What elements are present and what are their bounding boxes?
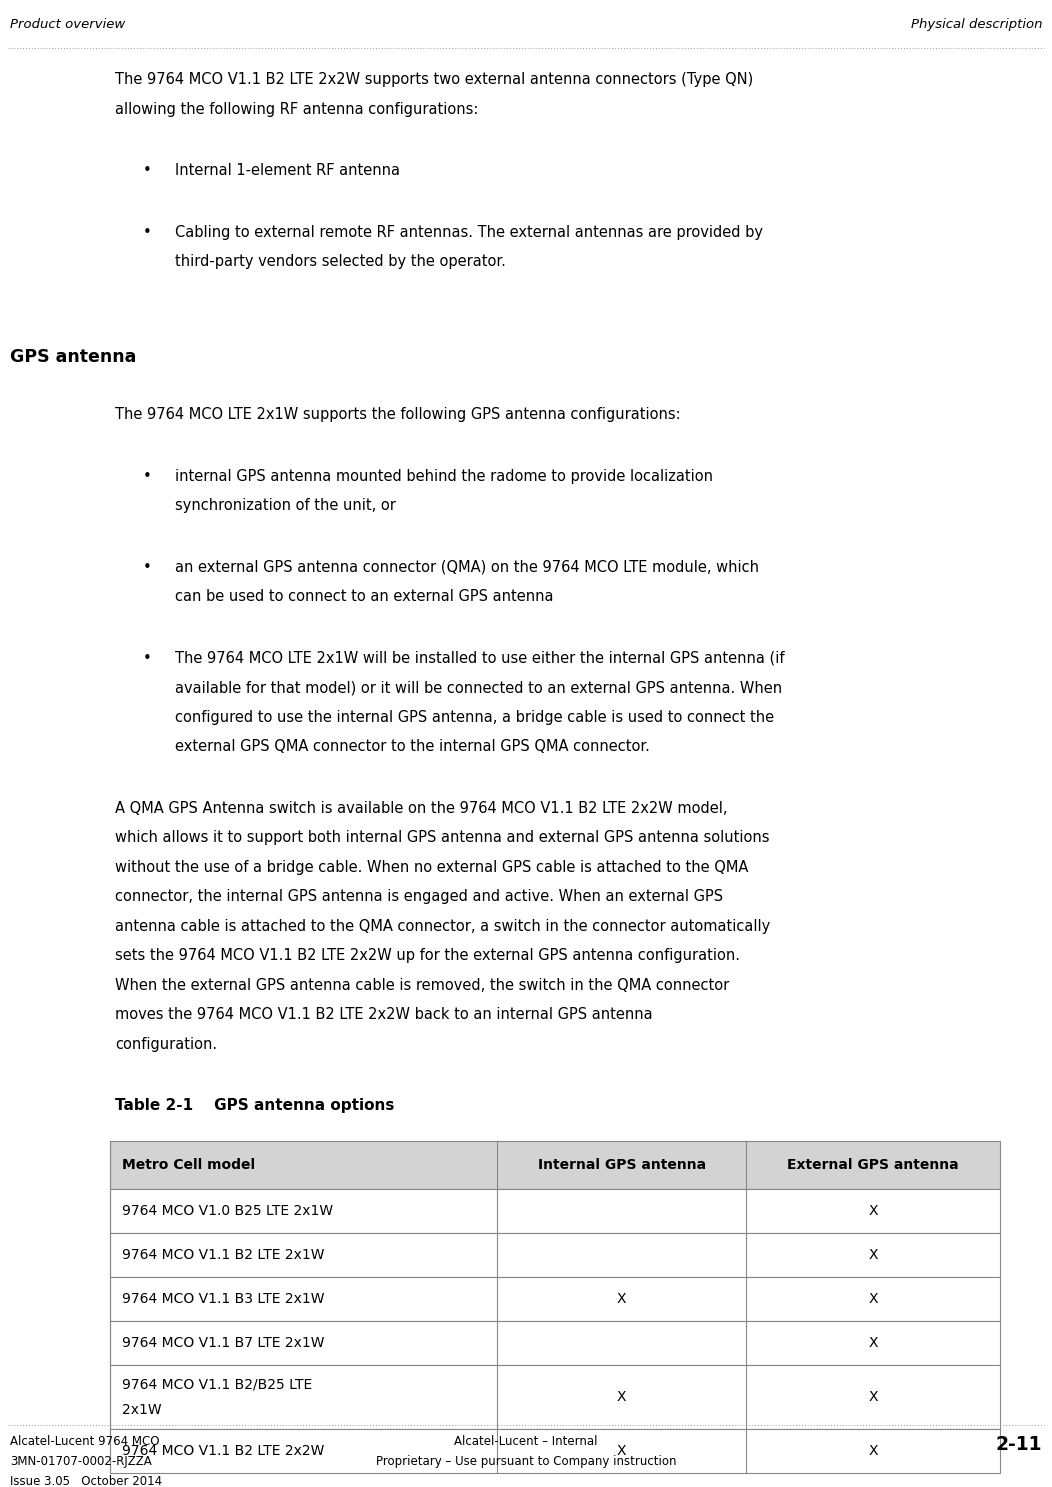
Bar bbox=[110, 1429, 1000, 1474]
Text: internal GPS antenna mounted behind the radome to provide localization: internal GPS antenna mounted behind the … bbox=[175, 468, 713, 483]
Bar bbox=[110, 1190, 1000, 1233]
Text: an external GPS antenna connector (QMA) on the 9764 MCO LTE module, which: an external GPS antenna connector (QMA) … bbox=[175, 559, 758, 574]
Bar bbox=[110, 1233, 1000, 1277]
Text: configuration.: configuration. bbox=[115, 1036, 217, 1051]
Text: Table 2-1    GPS antenna options: Table 2-1 GPS antenna options bbox=[115, 1097, 394, 1112]
Text: 9764 MCO V1.1 B2 LTE 2x1W: 9764 MCO V1.1 B2 LTE 2x1W bbox=[122, 1249, 324, 1262]
Text: Internal GPS antenna: Internal GPS antenna bbox=[538, 1158, 706, 1172]
Text: Product overview: Product overview bbox=[11, 18, 125, 31]
Text: •: • bbox=[143, 164, 151, 178]
Text: Physical description: Physical description bbox=[910, 18, 1041, 31]
Text: moves the 9764 MCO V1.1 B2 LTE 2x2W back to an internal GPS antenna: moves the 9764 MCO V1.1 B2 LTE 2x2W back… bbox=[115, 1007, 652, 1022]
Text: X: X bbox=[868, 1204, 878, 1218]
Text: 9764 MCO V1.1 B2 LTE 2x2W: 9764 MCO V1.1 B2 LTE 2x2W bbox=[122, 1444, 324, 1459]
Text: without the use of a bridge cable. When no external GPS cable is attached to the: without the use of a bridge cable. When … bbox=[115, 859, 748, 874]
Bar bbox=[110, 1142, 1000, 1190]
Text: 9764 MCO V1.0 B25 LTE 2x1W: 9764 MCO V1.0 B25 LTE 2x1W bbox=[122, 1204, 333, 1218]
Text: X: X bbox=[868, 1292, 878, 1307]
Text: X: X bbox=[618, 1444, 627, 1459]
Text: which allows it to support both internal GPS antenna and external GPS antenna so: which allows it to support both internal… bbox=[115, 830, 769, 845]
Text: 2x1W: 2x1W bbox=[122, 1404, 162, 1417]
Text: •: • bbox=[143, 225, 151, 239]
Text: 9764 MCO V1.1 B2/B25 LTE: 9764 MCO V1.1 B2/B25 LTE bbox=[122, 1377, 312, 1392]
Text: The 9764 MCO V1.1 B2 LTE 2x2W supports two external antenna connectors (Type QN): The 9764 MCO V1.1 B2 LTE 2x2W supports t… bbox=[115, 71, 753, 88]
Text: GPS antenna: GPS antenna bbox=[11, 348, 137, 366]
Text: Cabling to external remote RF antennas. The external antennas are provided by: Cabling to external remote RF antennas. … bbox=[175, 225, 763, 239]
Text: X: X bbox=[618, 1292, 627, 1307]
Text: synchronization of the unit, or: synchronization of the unit, or bbox=[175, 498, 396, 513]
Text: 2-11: 2-11 bbox=[995, 1435, 1041, 1454]
Text: configured to use the internal GPS antenna, a bridge cable is used to connect th: configured to use the internal GPS anten… bbox=[175, 709, 774, 724]
Text: External GPS antenna: External GPS antenna bbox=[787, 1158, 959, 1172]
Bar bbox=[110, 1277, 1000, 1322]
Text: connector, the internal GPS antenna is engaged and active. When an external GPS: connector, the internal GPS antenna is e… bbox=[115, 889, 723, 904]
Text: sets the 9764 MCO V1.1 B2 LTE 2x2W up for the external GPS antenna configuration: sets the 9764 MCO V1.1 B2 LTE 2x2W up fo… bbox=[115, 949, 740, 964]
Text: X: X bbox=[868, 1337, 878, 1350]
Text: Alcatel-Lucent – Internal: Alcatel-Lucent – Internal bbox=[454, 1435, 598, 1448]
Bar bbox=[110, 1365, 1000, 1429]
Text: can be used to connect to an external GPS antenna: can be used to connect to an external GP… bbox=[175, 589, 553, 604]
Text: antenna cable is attached to the QMA connector, a switch in the connector automa: antenna cable is attached to the QMA con… bbox=[115, 919, 770, 934]
Text: A QMA GPS Antenna switch is available on the 9764 MCO V1.1 B2 LTE 2x2W model,: A QMA GPS Antenna switch is available on… bbox=[115, 800, 728, 815]
Text: 9764 MCO V1.1 B7 LTE 2x1W: 9764 MCO V1.1 B7 LTE 2x1W bbox=[122, 1337, 324, 1350]
Text: X: X bbox=[868, 1249, 878, 1262]
Text: allowing the following RF antenna configurations:: allowing the following RF antenna config… bbox=[115, 101, 479, 116]
Text: external GPS QMA connector to the internal GPS QMA connector.: external GPS QMA connector to the intern… bbox=[175, 739, 650, 754]
Text: Proprietary – Use pursuant to Company instruction: Proprietary – Use pursuant to Company in… bbox=[376, 1454, 676, 1468]
Text: •: • bbox=[143, 468, 151, 483]
Text: The 9764 MCO LTE 2x1W supports the following GPS antenna configurations:: The 9764 MCO LTE 2x1W supports the follo… bbox=[115, 407, 681, 422]
Text: X: X bbox=[618, 1390, 627, 1404]
Text: X: X bbox=[868, 1390, 878, 1404]
Text: 3MN-01707-0002-RJZZA: 3MN-01707-0002-RJZZA bbox=[11, 1454, 151, 1468]
Text: Alcatel-Lucent 9764 MCO: Alcatel-Lucent 9764 MCO bbox=[11, 1435, 160, 1448]
Text: When the external GPS antenna cable is removed, the switch in the QMA connector: When the external GPS antenna cable is r… bbox=[115, 977, 729, 992]
Text: third-party vendors selected by the operator.: third-party vendors selected by the oper… bbox=[175, 254, 506, 269]
Text: 9764 MCO V1.1 B3 LTE 2x1W: 9764 MCO V1.1 B3 LTE 2x1W bbox=[122, 1292, 324, 1307]
Text: The 9764 MCO LTE 2x1W will be installed to use either the internal GPS antenna (: The 9764 MCO LTE 2x1W will be installed … bbox=[175, 650, 785, 666]
Bar bbox=[110, 1322, 1000, 1365]
Text: Internal 1-element RF antenna: Internal 1-element RF antenna bbox=[175, 164, 400, 178]
Text: •: • bbox=[143, 559, 151, 574]
Text: available for that model) or it will be connected to an external GPS antenna. Wh: available for that model) or it will be … bbox=[175, 680, 782, 694]
Text: Metro Cell model: Metro Cell model bbox=[122, 1158, 256, 1172]
Text: X: X bbox=[868, 1444, 878, 1459]
Text: Issue 3.05   October 2014: Issue 3.05 October 2014 bbox=[11, 1475, 162, 1487]
Text: •: • bbox=[143, 650, 151, 666]
